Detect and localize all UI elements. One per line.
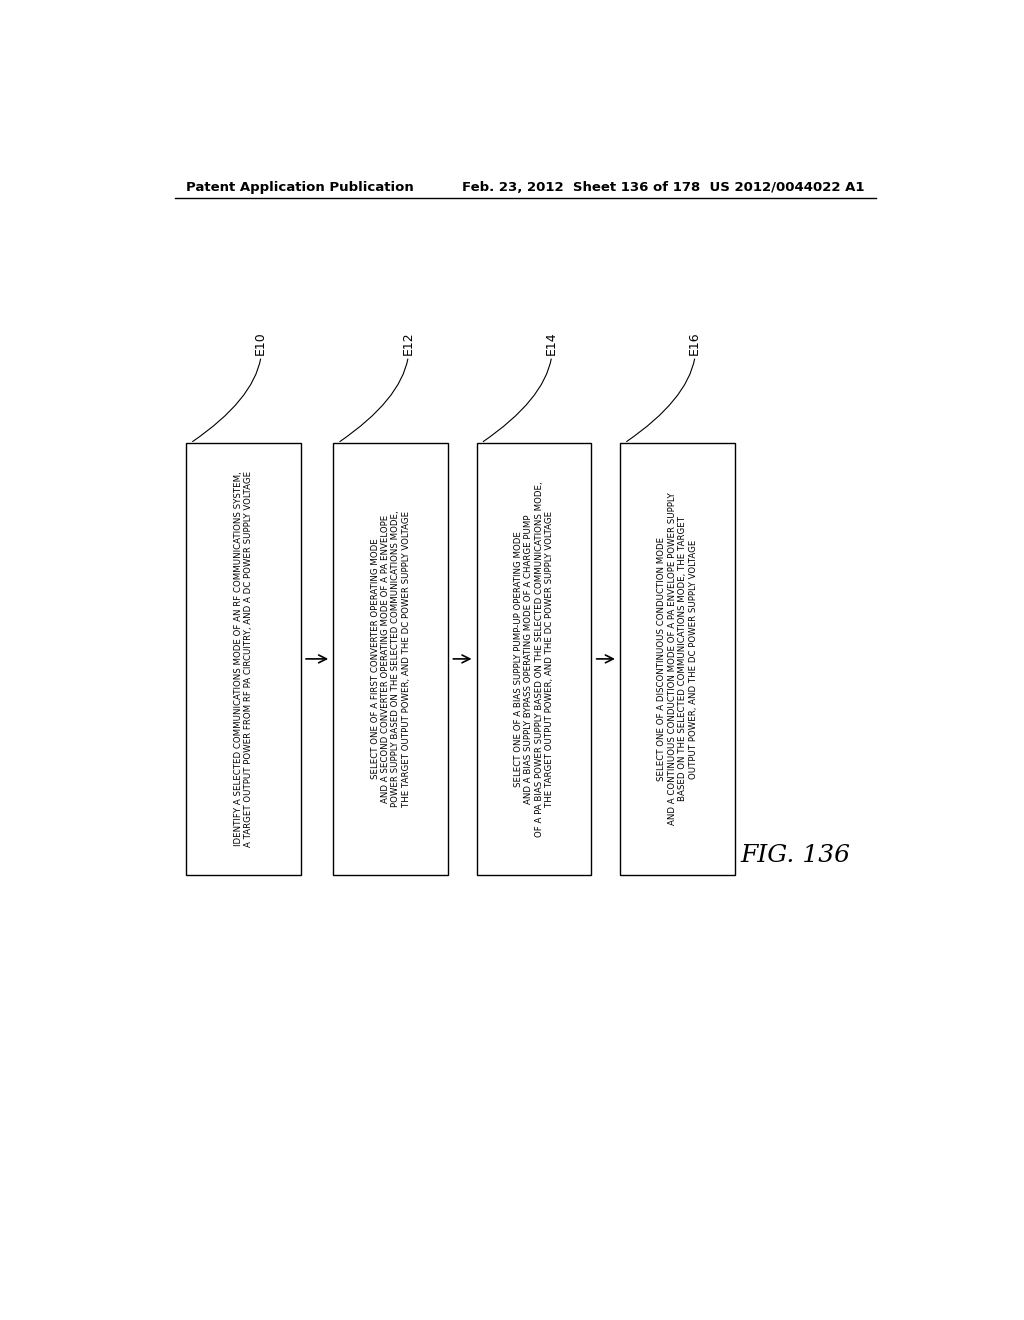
Bar <box>334 444 449 875</box>
Text: E10: E10 <box>254 331 267 355</box>
Text: SELECT ONE OF A DISCONTINUOUS CONDUCTION MODE
AND A CONTINUOUS CONDUCTION MODE O: SELECT ONE OF A DISCONTINUOUS CONDUCTION… <box>657 492 697 825</box>
Text: Patent Application Publication: Patent Application Publication <box>186 181 414 194</box>
Text: E16: E16 <box>688 331 701 355</box>
Text: IDENTIFY A SELECTED COMMUNICATIONS MODE OF AN RF COMMUNICATIONS SYSTEM,
A TARGET: IDENTIFY A SELECTED COMMUNICATIONS MODE … <box>233 471 253 847</box>
Bar <box>186 444 301 875</box>
Bar <box>621 444 735 875</box>
Text: SELECT ONE OF A BIAS SUPPLY PUMP-UP OPERATING MODE
AND A BIAS SUPPLY BYPASS OPER: SELECT ONE OF A BIAS SUPPLY PUMP-UP OPER… <box>514 480 554 837</box>
Text: SELECT ONE OF A FIRST CONVERTER OPERATING MODE
AND A SECOND CONVERTER OPERATING : SELECT ONE OF A FIRST CONVERTER OPERATIN… <box>371 511 411 808</box>
Text: E14: E14 <box>545 331 558 355</box>
Text: FIG. 136: FIG. 136 <box>740 843 850 867</box>
Bar <box>477 444 592 875</box>
Text: E12: E12 <box>401 331 415 355</box>
Text: Feb. 23, 2012  Sheet 136 of 178  US 2012/0044022 A1: Feb. 23, 2012 Sheet 136 of 178 US 2012/0… <box>462 181 864 194</box>
